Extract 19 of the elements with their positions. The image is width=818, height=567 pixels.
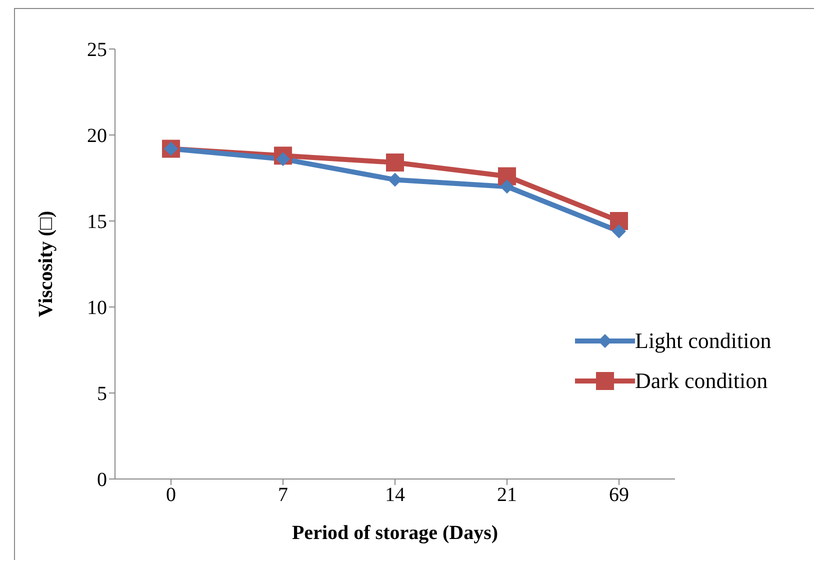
y-tick-label: 10 [87,297,107,320]
x-axis-title: Period of storage (Days) [292,522,498,544]
point [612,224,626,238]
y-tick-label: 5 [97,383,107,406]
legend-label: Dark condition [635,368,768,394]
x-tick-label: 7 [278,484,288,506]
y-axis-title: Viscosity (□) [35,210,58,318]
legend-label: Light condition [635,328,772,354]
x-tick-label: 21 [497,484,517,506]
point [386,154,404,172]
x-tick-label: 0 [166,484,176,506]
point [500,180,514,194]
point [388,172,402,187]
y-tick-label: 15 [87,211,107,234]
x-tick-label: 14 [385,484,405,506]
y-tick-label: 20 [87,125,107,148]
y-tick-label: 25 [87,39,107,62]
x-tick-label: 69 [609,484,629,506]
y-tick-label: 0 [97,469,107,492]
